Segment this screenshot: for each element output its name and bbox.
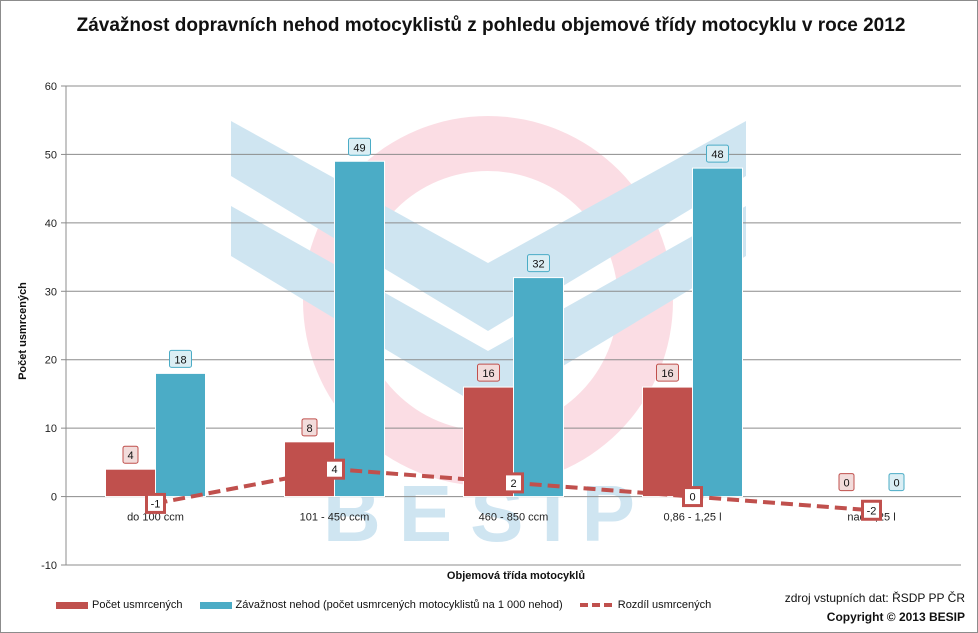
data-label-difference: 0 [682,486,703,508]
x-axis-label: Objemová třída motocyklů [446,570,586,582]
data-label-severity-text: 18 [174,354,186,366]
data-label-severity: 48 [706,144,729,163]
source-note: zdroj vstupních dat: ŘSDP PP ČR Copyrigh… [785,589,965,627]
legend-swatch-difference [579,603,612,608]
y-tick-label: 20 [45,355,57,367]
data-label-difference: -1 [145,492,166,514]
legend-label-severity: Závažnost nehod (počet usmrcených motocy… [235,599,563,612]
chart-title: Závažnost dopravních nehod motocyklistů … [76,15,906,36]
data-label-difference-text: 4 [331,464,337,476]
bar-fatalities [642,386,693,498]
data-label-fatalities-box [477,363,500,382]
data-label-severity: 49 [348,137,371,156]
x-tick-label: do 100 ccm [127,512,184,524]
legend-item-fatalities: Počet usmrcených [56,599,182,611]
data-label-fatalities-box [122,445,139,464]
data-label-severity-text: 32 [532,259,544,271]
legend-item-difference: Rozdíl usmrcených [579,599,712,612]
marker-difference [503,472,524,494]
data-label-severity: 32 [527,254,550,273]
x-tick-label: 0,86 - 1,25 l [663,512,721,524]
watermark-circle [303,116,673,486]
data-label-difference-text: -1 [151,498,161,510]
data-label-severity-text: 49 [353,142,365,154]
data-label-difference-text: -2 [867,505,877,517]
y-tick-label: 50 [45,149,57,161]
data-label-fatalities: 8 [301,418,318,437]
data-label-fatalities-text: 8 [306,423,312,435]
data-label-fatalities-text: 0 [843,478,849,490]
marker-difference [145,492,166,514]
legend-label-difference: Rozdíl usmrcených [617,599,712,612]
data-label-severity-box [348,137,371,156]
source-text: zdroj vstupních dat: ŘSDP PP ČR [784,591,965,605]
legend-swatch-fatalities [56,601,88,609]
y-tick-label: 60 [45,81,57,93]
data-label-fatalities: 16 [656,363,679,382]
legend: Počet usmrcených Závažnost nehod (počet … [56,599,725,611]
data-label-difference: -2 [861,499,882,521]
y-tick-label: 0 [51,492,57,504]
data-label-difference: 2 [503,472,524,494]
data-label-fatalities: 16 [477,363,500,382]
x-tick-label: 460 - 850 ccm [479,512,549,524]
data-label-fatalities-text: 16 [661,368,673,380]
data-label-severity-box [169,349,192,368]
data-label-severity-box [888,473,905,492]
marker-difference [324,458,345,480]
data-label-severity-text: 48 [711,149,723,161]
y-tick-label: 30 [45,286,57,298]
data-label-severity-text: 0 [893,478,899,490]
data-label-fatalities-box [838,473,855,492]
data-label-severity: 0 [888,473,905,492]
bar-severity [513,277,564,498]
bar-severity [334,160,385,498]
legend-swatch-severity [199,601,232,609]
data-label-fatalities-box [656,363,679,382]
data-label-difference: 4 [324,458,345,480]
data-label-fatalities-box [301,418,318,437]
data-label-fatalities-text: 4 [127,450,133,462]
bar-severity [692,167,743,498]
bar-fatalities [105,468,156,498]
y-tick-label: 40 [45,218,57,230]
x-tick-label: 101 - 450 ccm [300,512,370,524]
data-label-severity-box [706,144,729,163]
legend-label-fatalities: Počet usmrcených [92,599,183,612]
y-tick-label: 10 [45,423,57,435]
data-label-difference-text: 2 [510,478,516,490]
data-label-fatalities: 0 [838,473,855,492]
marker-difference [682,486,703,508]
data-label-severity-box [527,254,550,273]
copyright-text: Copyright © 2013 BESIP [826,610,965,624]
marker-difference [861,499,882,521]
y-tick-label: -10 [41,560,57,572]
bar-severity [155,372,206,498]
data-label-difference-text: 0 [689,492,695,504]
legend-item-severity: Závažnost nehod (počet usmrcených motocy… [199,599,563,612]
data-label-fatalities: 4 [122,445,139,464]
data-label-severity: 18 [169,349,192,368]
data-label-fatalities-text: 16 [482,368,494,380]
